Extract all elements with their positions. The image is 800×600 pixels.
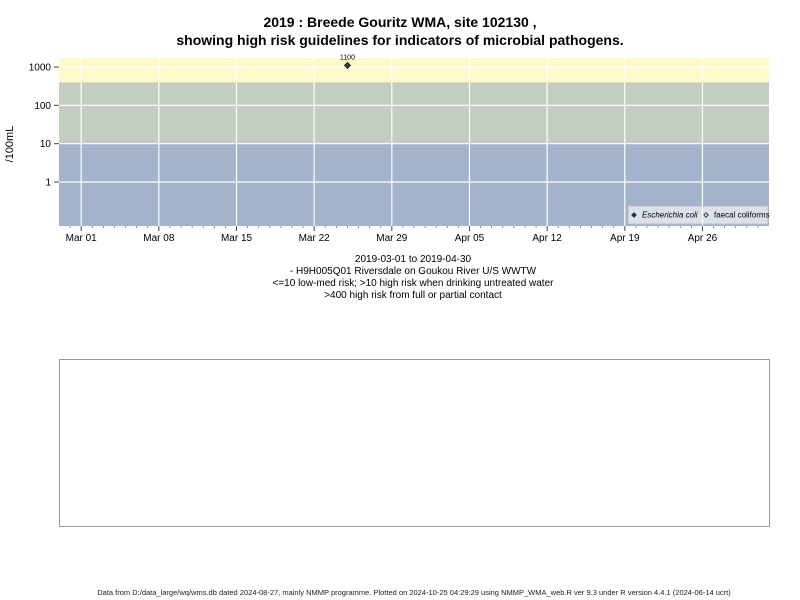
legend-label-0: Escherichia coli xyxy=(642,211,698,220)
x-tick-label: Apr 26 xyxy=(688,233,718,244)
legend-marker-0 xyxy=(631,212,637,218)
x-tick-label: Mar 22 xyxy=(299,233,331,244)
empty-plot-panel xyxy=(59,359,770,527)
legend-box xyxy=(627,205,769,225)
legend: Escherichia coli faecal coliforms xyxy=(627,205,770,225)
footer-note: Data from D:/data_large/wq/wms.db dated … xyxy=(97,588,731,597)
x-tick-label: Apr 12 xyxy=(532,233,562,244)
subtitle-risk-low: <=10 low-med risk; >10 high risk when dr… xyxy=(272,278,554,289)
y-tick-label: 10 xyxy=(40,139,52,150)
axes: Mar 01 Mar 08 Mar 15 Mar 22 Mar 29 Apr 05 Apr … xyxy=(29,63,759,244)
x-tick-label: Mar 08 xyxy=(143,233,175,244)
x-tick-label: Mar 15 xyxy=(221,233,253,244)
x-tick-label: Mar 01 xyxy=(66,233,98,244)
data-point xyxy=(343,61,352,70)
legend-label-1: faecal coliforms xyxy=(714,211,770,220)
risk-band-1 xyxy=(59,82,769,144)
legend-marker-1 xyxy=(703,212,709,218)
main-chart: 1100 Mar 01 Mar 08 Mar 15 Mar 22 Mar 29 Apr 0… xyxy=(29,54,770,244)
data-points: 1100 xyxy=(340,54,355,70)
y-tick-label: 1000 xyxy=(29,63,52,74)
risk-bands xyxy=(59,58,769,226)
chart-title-line1: 2019 : Breede Gouritz WMA, site 102130 , xyxy=(263,14,537,30)
x-tick-label: Mar 29 xyxy=(376,233,408,244)
subtitle-risk-high: >400 high risk from full or partial cont… xyxy=(324,290,502,301)
y-tick-label: 1 xyxy=(45,178,51,189)
x-tick-label: Apr 19 xyxy=(610,233,640,244)
risk-band-2 xyxy=(59,58,769,83)
gridlines xyxy=(59,58,769,226)
subtitle-site: - H9H005Q01 Riversdale on Goukou River U… xyxy=(289,266,537,277)
subtitle-range: 2019-03-01 to 2019-04-30 xyxy=(354,254,472,265)
x-tick-label: Apr 05 xyxy=(455,233,485,244)
y-tick-label: 100 xyxy=(34,101,51,112)
chart-title-line2: showing high risk guidelines for indicat… xyxy=(176,32,624,48)
data-label: 1100 xyxy=(340,54,355,61)
